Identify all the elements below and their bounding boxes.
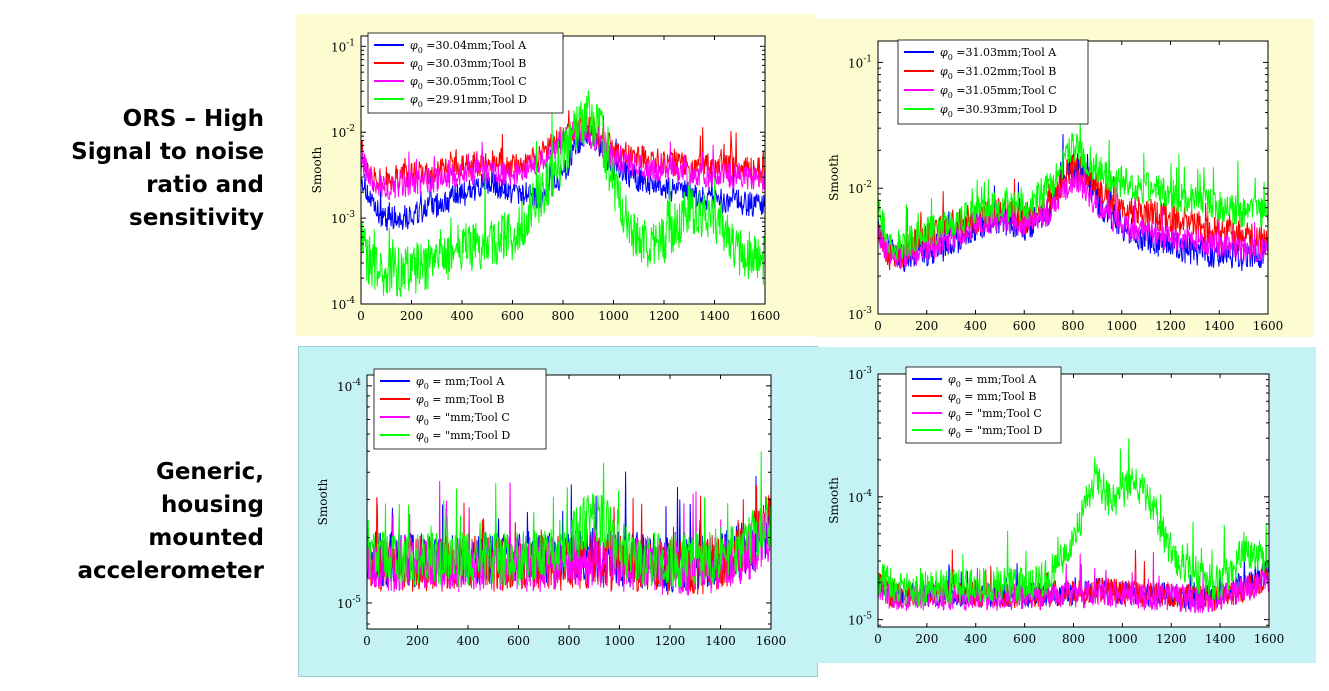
y-tick-label: 10-5 bbox=[848, 612, 872, 628]
x-tick-label: 800 bbox=[1062, 319, 1085, 333]
x-tick-label: 800 bbox=[1062, 632, 1085, 646]
y-axis-label: Smooth bbox=[316, 478, 330, 525]
legend-entry: φ0 = "mm;Tool D bbox=[416, 429, 510, 445]
chart-panel-ors-left: 0 200 400 600 800 1000 1200 1400 1600 10-4 10-3 10-… bbox=[296, 14, 816, 336]
legend-entry: φ0 =31.03mm;Tool A bbox=[940, 46, 1057, 62]
x-tick-label: 800 bbox=[552, 309, 575, 323]
row-label-line: sensitivity bbox=[129, 205, 264, 231]
x-tick-label: 1000 bbox=[598, 309, 629, 323]
row-label-line: Generic, bbox=[155, 459, 264, 485]
legend: φ0 = mm;Tool Aφ0 = mm;Tool Bφ0 = "mm;Too… bbox=[905, 366, 1062, 444]
legend-entry: φ0 =30.93mm;Tool D bbox=[940, 103, 1057, 119]
x-tick-label: 1000 bbox=[1106, 319, 1137, 333]
y-tick-label: 10-3 bbox=[848, 306, 872, 322]
y-tick-label: 10-4 bbox=[848, 489, 872, 505]
y-tick-label: 10-2 bbox=[848, 180, 872, 196]
legend-entry: φ0 = mm;Tool B bbox=[948, 390, 1036, 406]
chart-panel-accel-right: 0 200 400 600 800 1000 1200 1400 1600 10-5 10-4 10-… bbox=[816, 347, 1316, 663]
y-axis-label: Smooth bbox=[310, 146, 324, 193]
x-tick-label: 0 bbox=[874, 319, 882, 333]
legend-entry: φ0 =31.02mm;Tool B bbox=[940, 65, 1056, 81]
legend-entry: φ0 = "mm;Tool D bbox=[948, 424, 1042, 440]
row-label-line: ratio and bbox=[146, 172, 264, 198]
x-tick-label: 1600 bbox=[1253, 319, 1284, 333]
row-label-ors: ORS – High Signal to noise ratio and sen… bbox=[4, 103, 264, 235]
y-tick-label: 10-4 bbox=[337, 378, 361, 394]
x-tick-label: 0 bbox=[874, 632, 882, 646]
y-tick-label: 10-3 bbox=[331, 210, 355, 226]
x-tick-label: 600 bbox=[501, 309, 524, 323]
series-line-tool-c bbox=[878, 171, 1268, 270]
x-tick-label: 600 bbox=[1013, 632, 1036, 646]
chart-svg: 0 200 400 600 800 1000 1200 1400 1600 10-5 10-4 10-… bbox=[827, 366, 1285, 646]
row-label-line: housing bbox=[161, 492, 264, 518]
legend-entry: φ0 =30.05mm;Tool C bbox=[410, 75, 527, 91]
y-tick-label: 10-1 bbox=[848, 54, 872, 70]
x-tick-label: 1400 bbox=[705, 634, 736, 648]
x-tick-label: 1400 bbox=[1205, 632, 1236, 646]
chart-panel-accel-left: 0 200 400 600 800 1000 1200 1400 1600 10-5 10-4 Smo… bbox=[298, 346, 818, 677]
x-tick-label: 1400 bbox=[699, 309, 730, 323]
x-tick-label: 600 bbox=[1013, 319, 1036, 333]
legend-entry: φ0 = "mm;Tool C bbox=[948, 407, 1042, 423]
x-tick-label: 800 bbox=[558, 634, 581, 648]
x-tick-label: 0 bbox=[357, 309, 365, 323]
chart-panel-ors-right: 0 200 400 600 800 1000 1200 1400 1600 10-3 10-2 10-… bbox=[814, 19, 1314, 337]
y-tick-label: 10-4 bbox=[331, 296, 355, 312]
legend-entry: φ0 =29.91mm;Tool D bbox=[410, 93, 527, 109]
row-label-line: mounted bbox=[148, 525, 264, 551]
x-tick-label: 0 bbox=[363, 634, 371, 648]
legend-entry: φ0 =30.03mm;Tool B bbox=[410, 57, 526, 73]
chart-svg: 0 200 400 600 800 1000 1200 1400 1600 10-3 10-2 10-… bbox=[827, 39, 1284, 333]
y-tick-label: 10-1 bbox=[331, 38, 355, 54]
y-axis-label: Smooth bbox=[827, 477, 841, 524]
x-tick-label: 1200 bbox=[1156, 632, 1187, 646]
x-tick-label: 200 bbox=[915, 632, 938, 646]
x-tick-label: 1200 bbox=[655, 634, 686, 648]
x-tick-label: 1400 bbox=[1204, 319, 1235, 333]
x-tick-label: 1600 bbox=[756, 634, 787, 648]
x-tick-label: 1600 bbox=[750, 309, 781, 323]
row-label-line: ORS – High bbox=[122, 106, 264, 132]
row-label-line: Signal to noise bbox=[71, 139, 264, 165]
x-tick-label: 1200 bbox=[1155, 319, 1186, 333]
row-label-line: accelerometer bbox=[77, 558, 264, 584]
x-tick-label: 200 bbox=[400, 309, 423, 323]
legend: φ0 =31.03mm;Tool A φ0 =31.02mm;Tool B φ0 =… bbox=[897, 39, 1089, 125]
chart-svg: 0 200 400 600 800 1000 1200 1400 1600 10-4 10-3 10-… bbox=[310, 32, 781, 323]
series-line-tool-c bbox=[878, 551, 1269, 614]
x-tick-label: 1000 bbox=[1107, 632, 1138, 646]
x-tick-label: 600 bbox=[507, 634, 530, 648]
legend-entry: φ0 =30.04mm;Tool A bbox=[410, 39, 527, 55]
x-tick-label: 200 bbox=[406, 634, 429, 648]
series-line-tool-d bbox=[361, 90, 765, 297]
legend-entry: φ0 = mm;Tool A bbox=[948, 373, 1037, 389]
series-line-tool-a bbox=[361, 123, 765, 231]
y-tick-label: 10-2 bbox=[331, 124, 355, 140]
legend: φ0 = mm;Tool A φ0 = mm;Tool B φ0 = "mm;Too… bbox=[373, 368, 547, 450]
x-tick-label: 200 bbox=[915, 319, 938, 333]
legend: φ0 =30.04mm;Tool A φ0 =30.03mm;Tool B φ0 =… bbox=[367, 32, 564, 114]
series-line-tool-d bbox=[367, 451, 771, 588]
y-tick-label: 10-3 bbox=[848, 366, 872, 382]
row-label-accelerometer: Generic, housing mounted accelerometer bbox=[4, 456, 264, 588]
legend-entry: φ0 = mm;Tool A bbox=[416, 375, 505, 391]
series-line-tool-d bbox=[878, 119, 1268, 260]
x-tick-label: 1000 bbox=[604, 634, 635, 648]
y-tick-label: 10-5 bbox=[337, 595, 361, 611]
legend-entry: φ0 =31.05mm;Tool C bbox=[940, 84, 1057, 100]
legend-entry: φ0 = "mm;Tool C bbox=[416, 411, 510, 427]
legend-entry: φ0 = mm;Tool B bbox=[416, 393, 504, 409]
chart-svg: 0 200 400 600 800 1000 1200 1400 1600 10-5 10-4 Smo… bbox=[316, 368, 787, 648]
x-tick-label: 1600 bbox=[1254, 632, 1285, 646]
x-tick-label: 1200 bbox=[649, 309, 680, 323]
x-tick-label: 400 bbox=[451, 309, 474, 323]
x-tick-label: 400 bbox=[964, 319, 987, 333]
y-axis-label: Smooth bbox=[827, 154, 841, 201]
x-tick-label: 400 bbox=[964, 632, 987, 646]
x-tick-label: 400 bbox=[457, 634, 480, 648]
series-line-tool-d bbox=[878, 438, 1269, 608]
